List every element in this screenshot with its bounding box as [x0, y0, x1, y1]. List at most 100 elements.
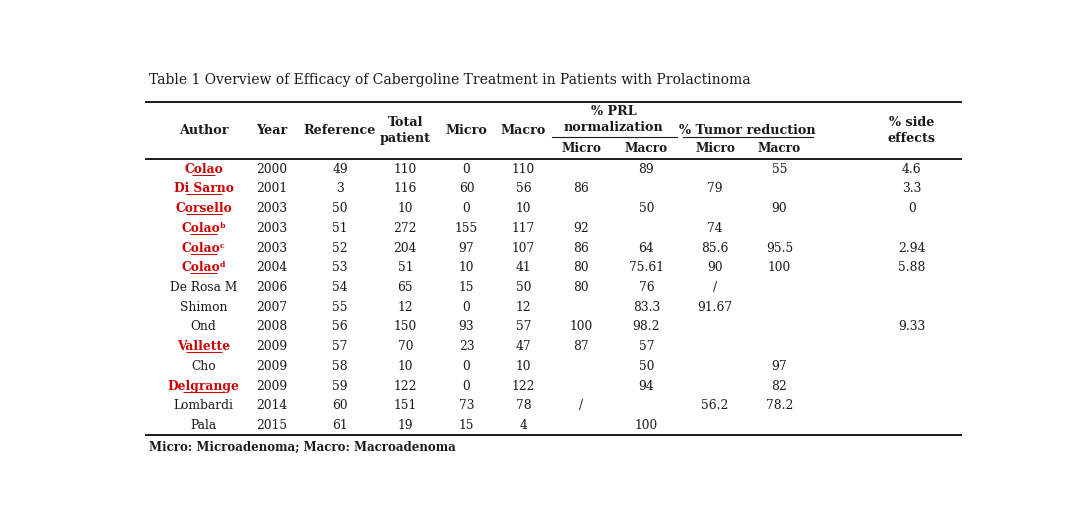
- Text: 94: 94: [638, 380, 654, 393]
- Text: Micro: Microadenoma; Macro: Macroadenoma: Micro: Microadenoma; Macro: Macroadenoma: [149, 441, 456, 454]
- Text: Micro: Micro: [696, 142, 735, 155]
- Text: 61: 61: [333, 419, 348, 432]
- Text: Di Sarno: Di Sarno: [174, 182, 233, 196]
- Text: 47: 47: [515, 340, 531, 353]
- Text: Micro: Micro: [446, 124, 487, 137]
- Text: % Tumor reduction: % Tumor reduction: [678, 124, 815, 137]
- Text: 56: 56: [333, 320, 348, 333]
- Text: Ond: Ond: [191, 320, 216, 333]
- Text: 122: 122: [393, 380, 417, 393]
- Text: 2001: 2001: [256, 182, 287, 196]
- Text: 60: 60: [333, 399, 348, 412]
- Text: Year: Year: [256, 124, 287, 137]
- Text: 15: 15: [459, 419, 474, 432]
- Text: 272: 272: [393, 222, 417, 235]
- Text: Macro: Macro: [625, 142, 669, 155]
- Text: 50: 50: [515, 281, 531, 294]
- Text: 97: 97: [772, 360, 787, 373]
- Text: Macro: Macro: [758, 142, 801, 155]
- Text: 55: 55: [333, 301, 348, 314]
- Text: 91.67: 91.67: [698, 301, 732, 314]
- Text: 55: 55: [772, 163, 787, 175]
- Text: 50: 50: [333, 202, 348, 215]
- Text: 53: 53: [333, 261, 348, 274]
- Text: Macro: Macro: [501, 124, 546, 137]
- Text: Colao: Colao: [185, 163, 222, 175]
- Text: Colaoᶜ: Colaoᶜ: [181, 241, 226, 254]
- Text: 0: 0: [908, 202, 916, 215]
- Text: 76: 76: [638, 281, 654, 294]
- Text: 0: 0: [462, 163, 470, 175]
- Text: 151: 151: [394, 399, 417, 412]
- Text: 155: 155: [455, 222, 478, 235]
- Text: 110: 110: [512, 163, 535, 175]
- Text: 80: 80: [573, 261, 589, 274]
- Text: 100: 100: [635, 419, 658, 432]
- Text: 204: 204: [393, 241, 417, 254]
- Text: 4: 4: [519, 419, 527, 432]
- Text: 75.61: 75.61: [629, 261, 664, 274]
- Text: 86: 86: [573, 182, 589, 196]
- Text: 3: 3: [336, 182, 343, 196]
- Text: 2009: 2009: [256, 360, 287, 373]
- Text: Delgrange: Delgrange: [167, 380, 240, 393]
- Text: 90: 90: [707, 261, 723, 274]
- Text: 4.6: 4.6: [902, 163, 921, 175]
- Text: 90: 90: [772, 202, 787, 215]
- Text: 2015: 2015: [256, 419, 287, 432]
- Text: 82: 82: [771, 380, 787, 393]
- Text: 56: 56: [515, 182, 531, 196]
- Text: 65: 65: [397, 281, 414, 294]
- Text: 2003: 2003: [256, 222, 287, 235]
- Text: 2004: 2004: [256, 261, 287, 274]
- Text: 0: 0: [462, 301, 470, 314]
- Text: 3.3: 3.3: [902, 182, 921, 196]
- Text: 97: 97: [459, 241, 474, 254]
- Text: 92: 92: [573, 222, 589, 235]
- Text: Total
patient: Total patient: [380, 116, 431, 144]
- Text: Vallette: Vallette: [177, 340, 230, 353]
- Text: /: /: [579, 399, 583, 412]
- Text: % PRL
normalization: % PRL normalization: [564, 105, 663, 134]
- Text: 19: 19: [397, 419, 414, 432]
- Text: 107: 107: [512, 241, 535, 254]
- Text: /: /: [713, 281, 717, 294]
- Text: Table 1 Overview of Efficacy of Cabergoline Treatment in Patients with Prolactin: Table 1 Overview of Efficacy of Cabergol…: [149, 73, 751, 87]
- Text: 2.94: 2.94: [897, 241, 926, 254]
- Text: 116: 116: [394, 182, 417, 196]
- Text: 98.2: 98.2: [633, 320, 660, 333]
- Text: Colaoᵈ: Colaoᵈ: [181, 261, 226, 274]
- Text: 78.2: 78.2: [766, 399, 793, 412]
- Text: Lombardi: Lombardi: [174, 399, 233, 412]
- Text: 9.33: 9.33: [899, 320, 926, 333]
- Text: 5.88: 5.88: [899, 261, 926, 274]
- Text: Colaoᵇ: Colaoᵇ: [181, 222, 226, 235]
- Text: 122: 122: [512, 380, 535, 393]
- Text: Micro: Micro: [562, 142, 602, 155]
- Text: Shimon: Shimon: [180, 301, 228, 314]
- Text: 51: 51: [333, 222, 348, 235]
- Text: 73: 73: [459, 399, 474, 412]
- Text: 2003: 2003: [256, 241, 287, 254]
- Text: 85.6: 85.6: [701, 241, 729, 254]
- Text: 95.5: 95.5: [766, 241, 793, 254]
- Text: 2000: 2000: [256, 163, 287, 175]
- Text: 74: 74: [707, 222, 723, 235]
- Text: 86: 86: [573, 241, 589, 254]
- Text: 2007: 2007: [256, 301, 287, 314]
- Text: 89: 89: [638, 163, 654, 175]
- Text: De Rosa M: De Rosa M: [170, 281, 238, 294]
- Text: 12: 12: [397, 301, 414, 314]
- Text: Author: Author: [179, 124, 228, 137]
- Text: 58: 58: [333, 360, 348, 373]
- Text: 117: 117: [512, 222, 535, 235]
- Text: 110: 110: [394, 163, 417, 175]
- Text: 64: 64: [638, 241, 654, 254]
- Text: 49: 49: [333, 163, 348, 175]
- Text: % side
effects: % side effects: [888, 116, 935, 144]
- Text: 10: 10: [397, 360, 414, 373]
- Text: 60: 60: [459, 182, 474, 196]
- Text: 56.2: 56.2: [701, 399, 729, 412]
- Text: 80: 80: [573, 281, 589, 294]
- Text: 2014: 2014: [256, 399, 287, 412]
